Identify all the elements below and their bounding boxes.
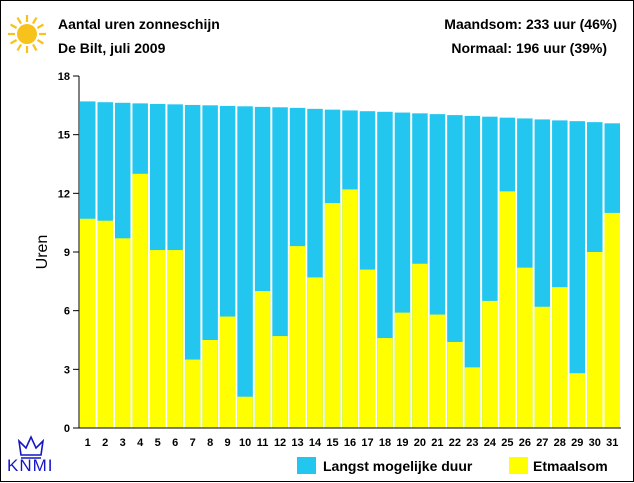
y-tick-label: 0 [64,423,70,435]
bar-etmaal-8 [202,340,218,428]
bar-etmaal-30 [587,252,603,428]
x-tick-label: 10 [239,437,251,449]
y-tick-label: 6 [64,306,70,318]
bar-etmaal-24 [482,300,498,428]
x-tick-label: 18 [379,437,391,449]
x-tick-label: 14 [309,437,322,449]
y-axis-label: Uren [34,235,51,270]
bar-etmaal-21 [429,314,446,428]
bar-etmaal-2 [97,220,113,428]
x-tick-label: 7 [190,437,196,449]
x-tick-label: 8 [207,437,213,449]
y-tick-label: 18 [58,71,70,83]
bar-etmaal-12 [272,336,288,428]
bar-etmaal-13 [289,246,306,428]
bar-etmaal-27 [534,306,551,428]
x-tick-label: 31 [606,437,618,449]
bar-langst-29 [569,121,586,428]
x-tick-label: 3 [120,437,126,449]
bar-etmaal-11 [254,291,271,428]
x-tick-label: 4 [137,437,144,449]
bar-etmaal-1 [80,218,96,428]
x-tick-label: 30 [589,437,601,449]
x-tick-label: 1 [85,437,91,449]
x-tick-label: 5 [155,437,161,449]
maandsom-label: Maandsom: 233 uur (46%) [444,16,617,32]
x-tick-label: 29 [571,437,583,449]
bar-etmaal-3 [114,238,131,428]
bar-etmaal-20 [412,263,428,428]
bar-etmaal-16 [342,189,358,428]
bar-etmaal-19 [394,312,411,428]
normaal-label: Normaal: 196 uur (39%) [451,40,607,56]
x-tick-label: 6 [172,437,178,449]
legend-label-etmaal: Etmaalsom [533,458,608,474]
bar-etmaal-26 [517,267,533,428]
x-tick-label: 16 [344,437,356,449]
bar-langst-7 [184,104,201,428]
x-tick-label: 12 [274,437,286,449]
legend-label-langst: Langst mogelijke duur [323,458,473,474]
y-tick-label: 12 [58,188,70,200]
bar-etmaal-18 [377,338,393,428]
bar-etmaal-15 [324,203,341,428]
bar-langst-10 [237,106,253,429]
x-tick-label: 20 [414,437,426,449]
bar-etmaal-5 [149,250,166,428]
bar-etmaal-22 [447,341,463,428]
x-tick-label: 17 [361,437,373,449]
x-tick-label: 28 [554,437,566,449]
bar-etmaal-9 [219,316,236,428]
legend-swatch-etmaal [509,457,528,474]
x-tick-label: 21 [431,437,443,449]
bar-etmaal-28 [552,287,568,428]
bar-etmaal-4 [132,173,148,428]
y-tick-label: 15 [58,130,70,142]
bar-langst-23 [464,115,481,428]
x-tick-label: 9 [225,437,231,449]
bar-etmaal-29 [569,373,586,428]
bar-etmaal-23 [464,367,481,428]
knmi-logo: KNMI [7,456,54,475]
crown-icon [17,435,45,459]
bar-etmaal-17 [359,269,376,428]
chart-title: Aantal uren zonneschijn [58,16,220,32]
x-tick-label: 23 [466,437,478,449]
x-tick-label: 24 [484,437,497,449]
chart-subtitle: De Bilt, juli 2009 [58,40,166,56]
x-tick-label: 2 [102,437,108,449]
bar-etmaal-10 [237,396,253,428]
x-tick-label: 13 [291,437,303,449]
x-tick-label: 11 [257,437,269,449]
y-tick-label: 9 [64,247,70,259]
x-tick-label: 27 [536,437,548,449]
bar-etmaal-6 [167,250,183,428]
legend-swatch-langst [297,457,316,474]
x-tick-label: 19 [396,437,408,449]
x-tick-label: 15 [326,437,338,449]
bar-etmaal-25 [499,191,516,428]
x-tick-label: 22 [449,437,461,449]
x-tick-label: 26 [519,437,531,449]
bar-etmaal-31 [604,212,620,428]
bar-etmaal-7 [184,359,201,428]
y-tick-label: 3 [64,364,70,376]
bar-etmaal-14 [307,277,323,428]
x-tick-label: 25 [501,437,513,449]
